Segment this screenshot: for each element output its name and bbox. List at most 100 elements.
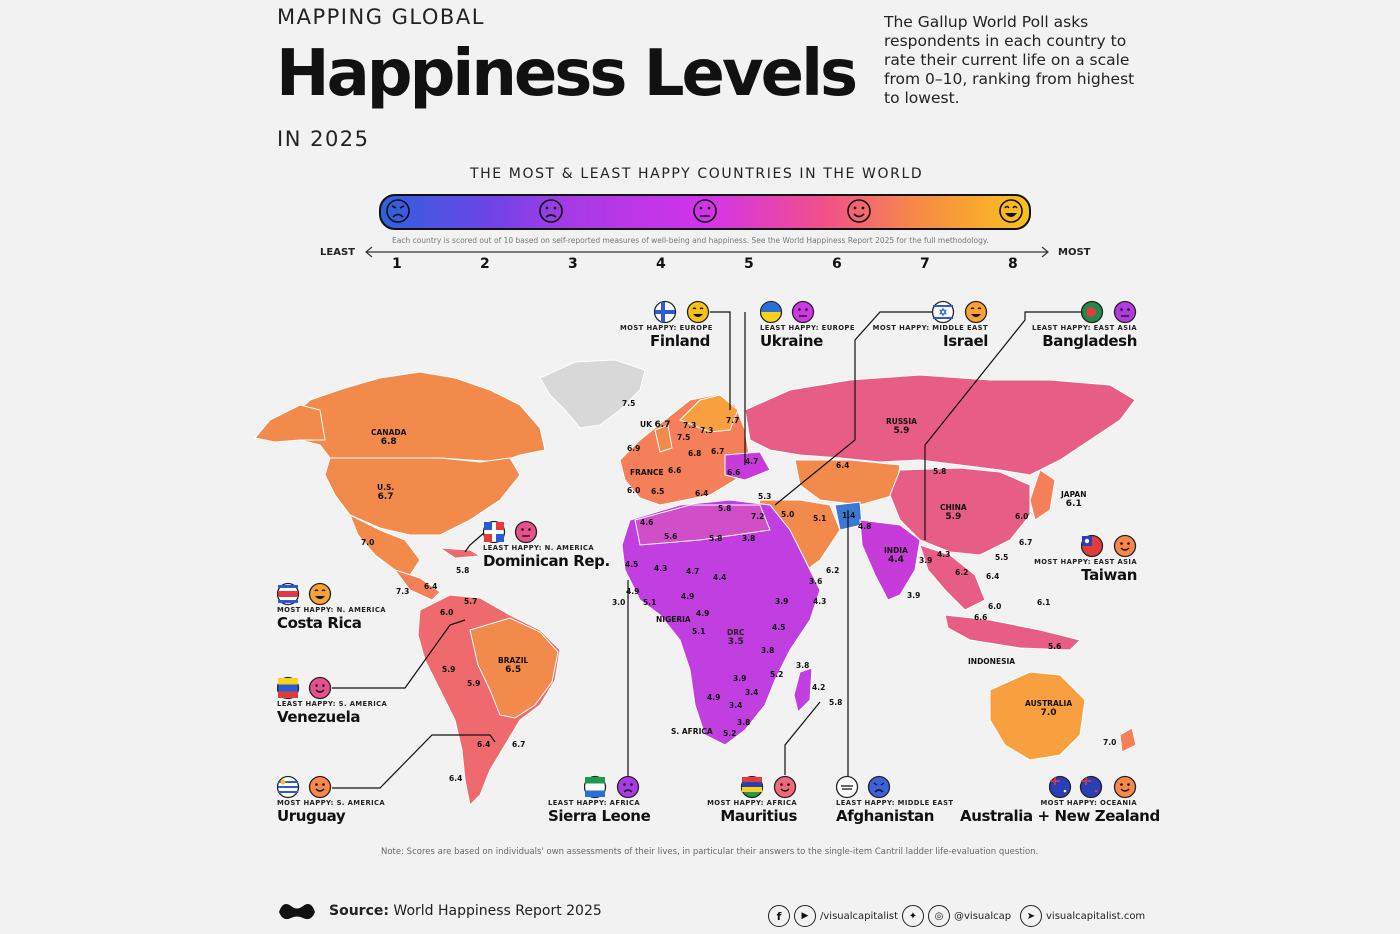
grin-face-icon	[999, 199, 1023, 223]
map-label-nigeria: NIGERIA	[656, 615, 691, 624]
value-label: 3.9	[733, 674, 747, 683]
value-label: 3.8	[761, 646, 775, 655]
central-america-region	[393, 569, 441, 601]
central-asia-region	[794, 459, 901, 506]
japan-region	[1029, 469, 1056, 521]
value-label: 7.5	[677, 433, 691, 442]
value-label: 5.8	[829, 698, 843, 707]
value-label: 4.6	[640, 518, 654, 527]
callout-dominican-rep: LEAST HAPPY: N. AMERICA Dominican Rep.	[483, 520, 623, 570]
callout-category: LEAST HAPPY: AFRICA	[548, 799, 640, 807]
taiwan-flag-icon	[1081, 534, 1104, 558]
header-kicker: MAPPING GLOBAL	[277, 5, 485, 29]
callout-category: LEAST HAPPY: EUROPE	[760, 324, 855, 332]
value-label: 6.7	[512, 740, 526, 749]
callout-costa-rica: MOST HAPPY: N. AMERICA Costa Rica	[277, 582, 417, 632]
callout-country: Australia + New Zealand	[960, 807, 1160, 825]
intro-text: The Gallup World Poll asks respondents i…	[884, 13, 1135, 107]
social-website[interactable]: ➤ visualcapitalist.com	[1020, 905, 1145, 927]
greenland-region	[539, 359, 646, 429]
value-label: 5.7	[464, 597, 478, 606]
uruguay-flag-icon	[277, 775, 300, 799]
value-label: 6.6	[727, 468, 741, 477]
callout-venezuela: LEAST HAPPY: S. AMERICA Venezuela	[277, 676, 417, 726]
value-label: 5.9	[442, 665, 456, 674]
value-label: 7.3	[700, 426, 714, 435]
israel-flag-icon	[932, 300, 955, 324]
grin-face-icon	[686, 300, 710, 324]
source-label: Source:	[329, 903, 389, 919]
new-zealand-region	[1119, 727, 1137, 753]
callout-category: MOST HAPPY: EUROPE	[620, 324, 713, 332]
value-label: 5.5	[995, 553, 1009, 562]
smile-face-icon	[308, 676, 332, 700]
footer-source: Source: World Happiness Report 2025	[329, 903, 602, 919]
value-label: 7.7	[726, 416, 740, 425]
us-region	[324, 457, 521, 536]
callout-country: Afghanistan	[836, 807, 934, 825]
ukraine-flag-icon	[760, 300, 783, 324]
tick-label: 7	[920, 256, 930, 272]
value-label: 4.3	[654, 564, 668, 573]
youtube-icon[interactable]: ▶	[794, 905, 816, 927]
value-label: 5.1	[643, 598, 657, 607]
value-label: 7.0	[361, 538, 375, 547]
value-label: 6.4	[477, 740, 491, 749]
dominican-republic-flag-icon	[483, 520, 506, 544]
value-label: 5.8	[456, 566, 470, 575]
most-label: MOST	[1058, 247, 1091, 258]
source-value: World Happiness Report 2025	[393, 903, 602, 919]
least-label: LEAST	[320, 247, 355, 258]
sierra-leone-flag-icon	[584, 775, 607, 799]
facebook-icon[interactable]: f	[768, 905, 790, 927]
callout-icons	[741, 775, 797, 799]
scale-note: Each country is scored out of 10 based o…	[392, 236, 989, 245]
social-twitter-instagram[interactable]: ✦ ◎ @visualcap	[902, 905, 1011, 927]
afghanistan-flag-icon	[836, 775, 859, 799]
callout-country: Venezuela	[277, 708, 361, 726]
smile-face-icon	[847, 199, 871, 223]
value-label: 7.0	[1103, 738, 1117, 747]
madagascar-region	[793, 667, 813, 713]
map-label-china: CHINA 5.9	[940, 503, 967, 522]
callout-icons	[277, 676, 332, 700]
value-label: 6.2	[826, 566, 840, 575]
alaska-region	[254, 404, 326, 443]
venezuela-flag-icon	[277, 676, 300, 700]
value-label: 6.4	[449, 774, 463, 783]
callout-country: Dominican Rep.	[483, 552, 610, 570]
value-label: 7.3	[683, 421, 697, 430]
callout-country: Bangladesh	[1042, 332, 1137, 350]
instagram-icon[interactable]: ◎	[928, 905, 950, 927]
callout-australia-nz: MOST HAPPY: OCEANIA Australia + New Zeal…	[960, 775, 1160, 825]
angry-face-icon	[867, 775, 891, 799]
venezuela-leader	[332, 619, 466, 689]
social-facebook-youtube[interactable]: f ▶ /visualcapitalist	[768, 905, 898, 927]
neutral-face-icon	[693, 199, 717, 223]
website-link[interactable]: visualcapitalist.com	[1046, 910, 1146, 922]
value-label: 4.9	[696, 609, 710, 618]
callout-icons	[760, 300, 815, 324]
value-label: 6.0	[440, 608, 454, 617]
handle-visualcap[interactable]: @visualcap	[954, 910, 1012, 922]
callout-country: Israel	[943, 332, 988, 350]
twitter-icon[interactable]: ✦	[902, 905, 924, 927]
southeast-asia-region	[919, 544, 986, 611]
grin-face-icon	[964, 300, 988, 324]
tick-label: 8	[1008, 256, 1018, 272]
callout-mauritius: MOST HAPPY: AFRICA Mauritius	[705, 775, 797, 825]
value-label: 7.3	[396, 587, 410, 596]
value-label: 4.2	[812, 683, 826, 692]
neutral-face-icon	[514, 520, 538, 544]
value-label: 4.8	[858, 522, 872, 531]
scale-ticks: 1 2 3 4 5 6 7 8	[380, 256, 1030, 276]
value-label: 5.1	[692, 627, 706, 636]
value-label: 1.4	[842, 511, 856, 520]
smile-face-icon	[773, 775, 797, 799]
scale-title: THE MOST & LEAST HAPPY COUNTRIES IN THE …	[470, 166, 924, 182]
value-label: 3.8	[796, 661, 810, 670]
value-label: 5.6	[1048, 642, 1062, 651]
handle-visualcapitalist[interactable]: /visualcapitalist	[820, 910, 899, 922]
value-label: 4.4	[713, 573, 727, 582]
cursor-icon[interactable]: ➤	[1020, 905, 1042, 927]
